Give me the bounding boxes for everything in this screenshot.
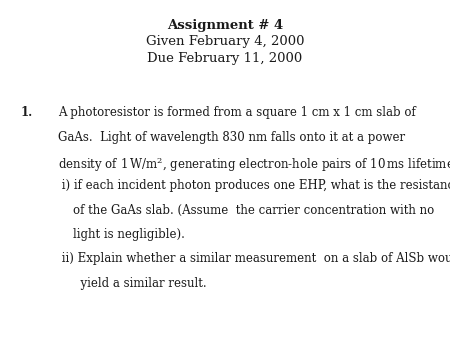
Text: Assignment # 4: Assignment # 4 bbox=[167, 19, 283, 31]
Text: Given February 4, 2000: Given February 4, 2000 bbox=[146, 35, 304, 48]
Text: 1.: 1. bbox=[20, 106, 32, 119]
Text: light is negligible).: light is negligible). bbox=[58, 228, 185, 241]
Text: i) if each incident photon produces one EHP, what is the resistance: i) if each incident photon produces one … bbox=[58, 179, 450, 192]
Text: density of 1$\,\mathregular{W/m^2}$, generating electron-hole pairs of 10$\,\mat: density of 1$\,\mathregular{W/m^2}$, gen… bbox=[58, 155, 450, 174]
Text: GaAs.  Light of wavelength 830 nm falls onto it at a power: GaAs. Light of wavelength 830 nm falls o… bbox=[58, 131, 405, 144]
Text: A photoresistor is formed from a square 1 cm x 1 cm slab of: A photoresistor is formed from a square … bbox=[58, 106, 416, 119]
Text: ii) Explain whether a similar measurement  on a slab of AlSb would: ii) Explain whether a similar measuremen… bbox=[58, 252, 450, 265]
Text: yield a similar result.: yield a similar result. bbox=[58, 277, 207, 290]
Text: of the GaAs slab. (Assume  the carrier concentration with no: of the GaAs slab. (Assume the carrier co… bbox=[58, 204, 435, 217]
Text: Due February 11, 2000: Due February 11, 2000 bbox=[148, 52, 302, 65]
